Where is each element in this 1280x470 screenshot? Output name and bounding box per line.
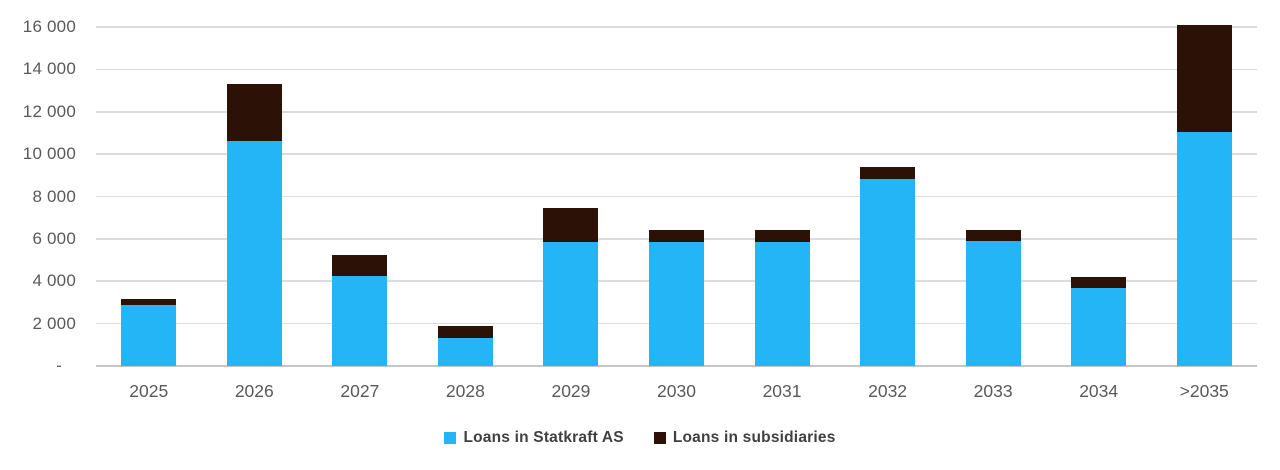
x-axis-tick-label-2029: 2029 (551, 381, 591, 401)
bar-segment-2032-series-1 (860, 166, 916, 179)
bar-segment-2026-series-0 (226, 141, 282, 366)
gridline-y-12000 (96, 110, 1257, 113)
y-axis-tick-label: 14 000 (22, 59, 76, 79)
gridline-y-14000 (96, 68, 1257, 71)
bar-segment-2029-series-0 (543, 242, 599, 366)
legend-label-statkraft: Loans in Statkraft AS (463, 429, 624, 446)
bar-segment-2031-series-0 (754, 242, 810, 366)
y-axis-tick-label: 6 000 (32, 228, 76, 248)
x-axis-tick-label-2033: 2033 (973, 381, 1013, 401)
y-axis-tick-label: 4 000 (32, 271, 76, 291)
plot-area (96, 24, 1257, 367)
y-axis-tick-label: 16 000 (22, 17, 76, 36)
x-axis-tick-label-2025: 2025 (129, 381, 169, 401)
y-axis-tick-label: 2 000 (32, 313, 76, 333)
gridline-y-8000 (96, 195, 1257, 198)
bar-segment-2027-series-0 (332, 275, 388, 366)
y-axis-tick-label: 8 000 (32, 186, 76, 206)
bar-segment-2033-series-1 (965, 230, 1021, 241)
bar-segment-2030-series-1 (649, 230, 704, 243)
bar-segment-2034-series-1 (1071, 277, 1127, 288)
bar-segment-2028-series-1 (437, 325, 493, 339)
x-axis-tick-label-2032: 2032 (868, 381, 908, 401)
legend-item-loans-statkraft: Loans in Statkraft AS (444, 429, 624, 447)
legend-swatch-subsidiaries-icon (653, 432, 666, 444)
bar-segment-2034-series-0 (1071, 287, 1127, 366)
bar-segment-2030-series-0 (649, 242, 704, 366)
x-axis-tick-label-2030: 2030 (657, 381, 696, 401)
x-axis-line (96, 365, 1257, 367)
x-axis-tick-label-2028: 2028 (445, 381, 485, 401)
gridline-y-10000 (96, 153, 1257, 155)
x-axis-tick-label->2035: >2035 (1179, 381, 1229, 401)
y-axis-tick-label: 12 000 (22, 101, 76, 121)
y-axis-tick-label: 10 000 (22, 144, 76, 164)
legend-item-loans-subsidiaries: Loans in subsidiaries (653, 429, 836, 447)
x-axis-tick-label-2034: 2034 (1079, 381, 1119, 401)
x-axis-tick-label-2027: 2027 (340, 381, 380, 401)
bar-segment-2031-series-1 (754, 230, 810, 243)
bar-segment-2029-series-1 (543, 208, 599, 243)
legend-label-subsidiaries: Loans in subsidiaries (672, 429, 836, 446)
bar-segment-2027-series-1 (332, 254, 388, 276)
bar-segment-2025-series-1 (121, 299, 177, 305)
legend-swatch-statkraft-icon (444, 432, 457, 444)
bar-segment->2035-series-0 (1176, 131, 1232, 366)
bar-segment-2028-series-0 (437, 338, 493, 366)
x-axis-tick-label-2031: 2031 (762, 381, 802, 401)
bar-segment-2033-series-0 (965, 241, 1021, 366)
gridline-y-16000 (96, 26, 1257, 28)
legend: Loans in Statkraft AS Loans in subsidiar… (0, 427, 1280, 449)
bar-segment-2025-series-0 (121, 304, 177, 366)
bar-segment-2032-series-0 (860, 178, 916, 366)
y-axis-tick-label: - (56, 356, 62, 375)
bar-segment-2026-series-1 (226, 84, 282, 142)
bar-segment->2035-series-1 (1176, 24, 1232, 132)
x-axis-tick-label-2026: 2026 (234, 381, 274, 401)
